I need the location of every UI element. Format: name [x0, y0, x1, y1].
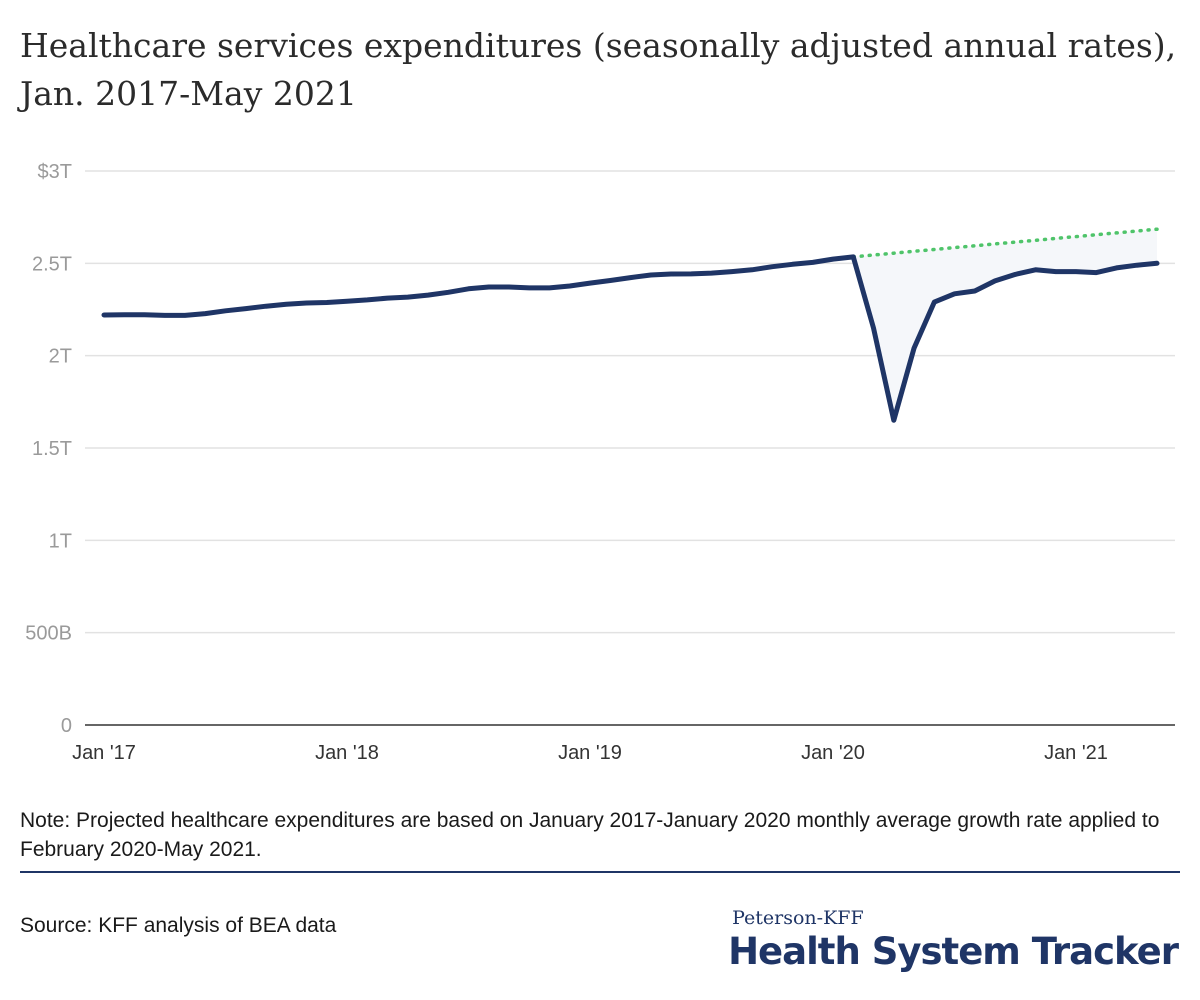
y-tick-label: $3T	[38, 161, 72, 183]
brand-small-text: Peterson-KFF	[732, 907, 864, 929]
x-axis-ticks: Jan '17 Jan '18 Jan '19 Jan '20 Jan '21	[72, 742, 1108, 764]
x-tick-label: Jan '21	[1044, 742, 1108, 764]
x-tick-label: Jan '18	[315, 742, 379, 764]
y-tick-label: 1T	[49, 530, 72, 552]
x-tick-label: Jan '19	[558, 742, 622, 764]
x-tick-label: Jan '17	[72, 742, 136, 764]
actual-series-line	[101, 254, 1160, 423]
brand-big-text: Health System Tracker	[728, 930, 1179, 973]
y-tick-label: 500B	[25, 623, 72, 645]
y-tick-label: 2T	[49, 346, 72, 368]
chart-note: Note: Projected healthcare expenditures …	[20, 809, 1160, 861]
y-tick-label: 2.5T	[32, 253, 72, 275]
brand-logo: Peterson-KFF Health System Tracker	[728, 906, 1179, 974]
gridlines	[85, 170, 1175, 726]
y-tick-label: 1.5T	[32, 438, 72, 460]
chart-title: Healthcare services expenditures (season…	[20, 26, 1177, 113]
projection-gap-area	[853, 229, 1157, 421]
chart-source: Source: KFF analysis of BEA data	[20, 914, 337, 937]
projected-series-line	[851, 227, 1159, 259]
y-tick-label: 0	[61, 715, 72, 737]
y-axis-ticks: 0 500B 1T 1.5T 2T 2.5T $3T	[25, 161, 72, 737]
footer-divider	[20, 871, 1180, 873]
x-tick-label: Jan '20	[801, 742, 865, 764]
